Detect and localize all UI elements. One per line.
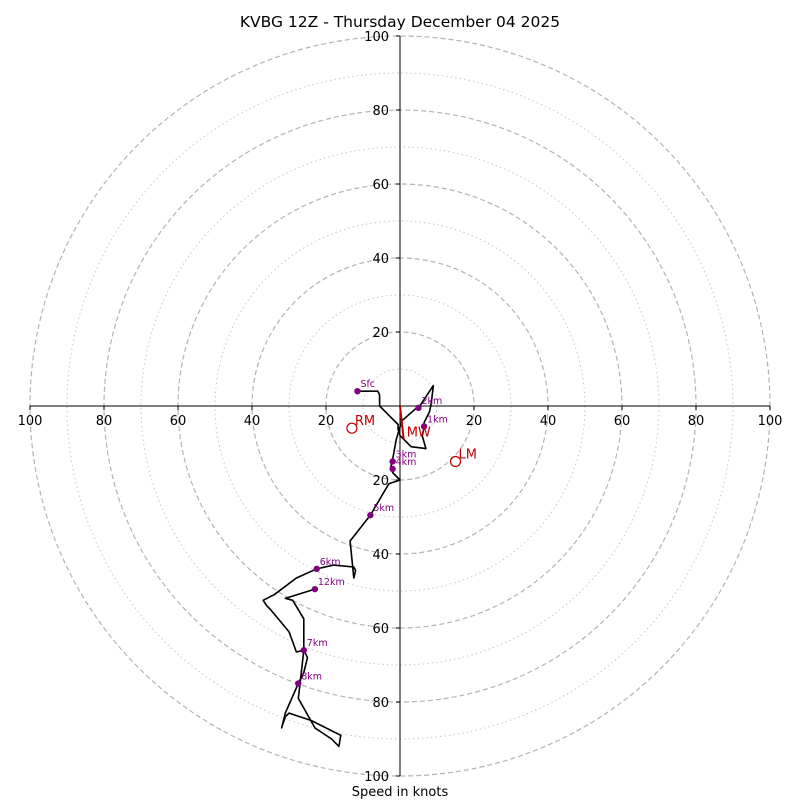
height-label-sfc: Sfc [360, 379, 375, 390]
height-label-3km: 3km [396, 450, 417, 461]
storm-label-lm: LM [459, 448, 477, 463]
height-marker-1km [420, 423, 428, 430]
x-axis-label: Speed in knots [352, 785, 449, 800]
height-label-5km: 5km [373, 503, 394, 514]
tick-labels: 100 80 60 40 20 20 40 60 80 100 20 40 60 80 100 20 40 60 8… [18, 30, 783, 785]
tick-label-left-100: 100 [18, 414, 43, 429]
height-marker-8km [295, 680, 302, 687]
tick-label-left-60: 60 [170, 414, 187, 429]
height-label-4km: 4km [396, 457, 417, 468]
tick-label-bottom-20: 20 [372, 474, 389, 489]
chart-title: KVBG 12Z - Thursday December 04 2025 [240, 13, 560, 31]
tick-label-left-20: 20 [318, 414, 335, 429]
height-marker-7km [300, 647, 307, 654]
tick-label-left-80: 80 [96, 414, 113, 429]
tick-label-right-100: 100 [758, 414, 783, 429]
height-marker-4km [389, 465, 396, 473]
height-label-7km: 7km [307, 638, 328, 649]
height-marker-2km [415, 404, 422, 412]
tick-label-top-80: 80 [372, 104, 389, 119]
height-marker-12km [311, 585, 319, 593]
height-label-2km: 2km [422, 396, 443, 407]
storm-label-mw: MW [407, 425, 431, 440]
storm-label-rm: RM [355, 414, 375, 429]
height-label-12km: 12km [318, 577, 345, 588]
tick-label-right-80: 80 [688, 414, 705, 429]
height-marker-6km [313, 565, 320, 572]
wind-trace [262, 384, 435, 748]
height-label-8km: 8km [301, 672, 322, 683]
tick-label-right-40: 40 [540, 414, 557, 429]
tick-label-right-20: 20 [466, 414, 483, 429]
height-label-1km: 1km [427, 414, 448, 425]
tick-label-top-40: 40 [372, 252, 389, 267]
tick-label-right-60: 60 [614, 414, 631, 429]
height-marker-3km [389, 458, 396, 465]
tick-label-top-20: 20 [372, 326, 389, 341]
tick-label-bottom-60: 60 [372, 622, 389, 637]
storm-point-lm [449, 455, 462, 468]
tick-label-left-40: 40 [244, 414, 261, 429]
tick-label-top-100: 100 [364, 30, 389, 45]
height-marker-5km [367, 511, 374, 519]
tick-label-top-60: 60 [372, 178, 389, 193]
height-label-6km: 6km [320, 557, 341, 568]
mean-wind-vector [399, 405, 405, 440]
height-marker-sfc [354, 388, 361, 395]
wind-trace-line [262, 384, 435, 748]
tick-label-bottom-100: 100 [364, 770, 389, 785]
storm-point-rm [346, 422, 358, 434]
tick-label-bottom-80: 80 [372, 696, 389, 711]
storm-motion: RM LM MW [346, 405, 477, 468]
tick-label-bottom-40: 40 [372, 548, 389, 563]
